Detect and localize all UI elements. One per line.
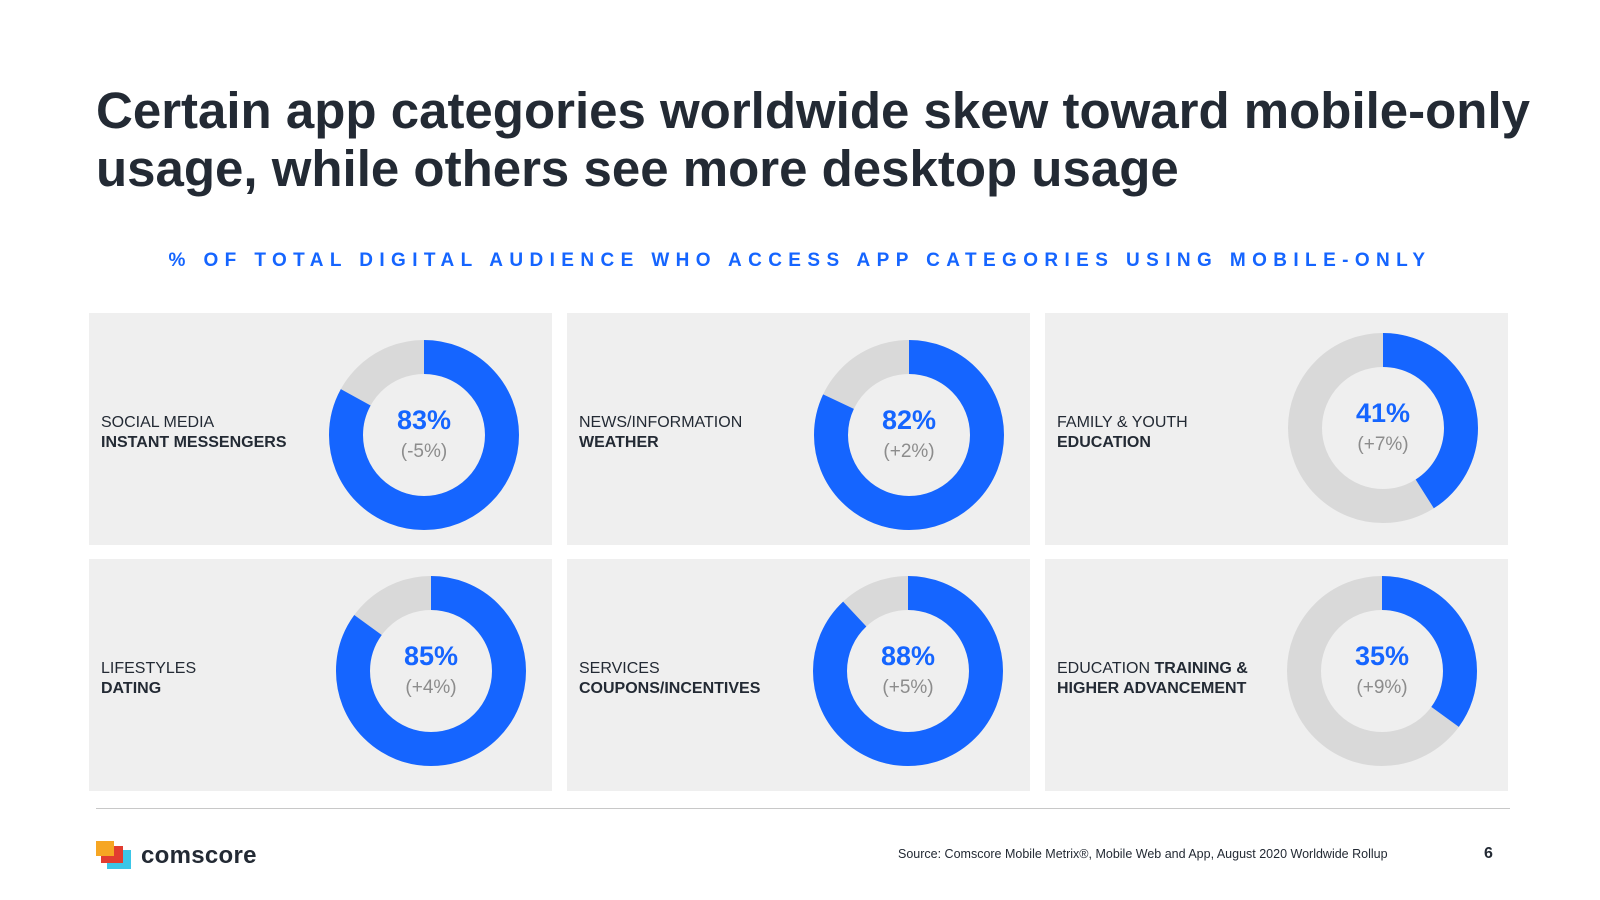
category-label: EDUCATION TRAINING & HIGHER ADVANCEMENT bbox=[1057, 659, 1248, 699]
category-name: EDUCATION bbox=[1057, 660, 1151, 677]
category-card: LIFESTYLES DATING 85% (+4%) bbox=[89, 559, 552, 791]
chart-subtitle: % OF TOTAL DIGITAL AUDIENCE WHO ACCESS A… bbox=[168, 250, 1432, 271]
value-label: 35% bbox=[1354, 641, 1410, 671]
donut-chart bbox=[814, 340, 1004, 530]
category-name: SERVICES bbox=[579, 660, 660, 677]
subcategory-name: COUPONS/INCENTIVES bbox=[579, 680, 761, 697]
category-card: EDUCATION TRAINING & HIGHER ADVANCEMENT 35… bbox=[1045, 559, 1508, 791]
category-label: FAMILY & YOUTH EDUCATION bbox=[1057, 413, 1188, 453]
donut-value-slice bbox=[813, 576, 1003, 766]
category-card: FAMILY & YOUTH EDUCATION 41% (+7%) bbox=[1045, 313, 1508, 545]
donut-value-slice bbox=[1287, 576, 1477, 766]
subcategory-name: TRAINING & bbox=[1154, 660, 1248, 677]
change-label: (-5%) bbox=[400, 441, 448, 462]
page-number: 6 bbox=[1484, 845, 1493, 862]
category-label: SERVICES COUPONS/INCENTIVES bbox=[579, 659, 760, 699]
category-label: NEWS/INFORMATION WEATHER bbox=[579, 413, 742, 453]
donut-value-slice bbox=[814, 340, 1004, 530]
change-label: (+5%) bbox=[882, 677, 934, 698]
value-label: 82% bbox=[881, 405, 937, 435]
category-name: SOCIAL MEDIA bbox=[101, 414, 215, 431]
donut-chart bbox=[329, 340, 519, 530]
subcategory-name: EDUCATION bbox=[1057, 434, 1151, 451]
page-title: Certain app categories worldwide skew to… bbox=[96, 82, 1530, 197]
donut-chart bbox=[813, 576, 1003, 766]
subcategory-name: INSTANT MESSENGERS bbox=[101, 434, 287, 451]
change-label: (+9%) bbox=[1356, 677, 1408, 698]
category-name: FAMILY & YOUTH bbox=[1057, 414, 1188, 431]
value-label: 41% bbox=[1355, 398, 1411, 428]
category-card: SERVICES COUPONS/INCENTIVES 88% (+5%) bbox=[567, 559, 1030, 791]
category-name: LIFESTYLES bbox=[101, 660, 197, 677]
subcategory-name: DATING bbox=[101, 680, 162, 697]
subcategory-name: HIGHER ADVANCEMENT bbox=[1057, 680, 1247, 697]
donut-chart bbox=[1287, 576, 1477, 766]
category-card: SOCIAL MEDIA INSTANT MESSENGERS 83% (-5%) bbox=[89, 313, 552, 545]
donut-value-slice bbox=[336, 576, 526, 766]
donut-chart bbox=[1288, 333, 1478, 523]
change-label: (+2%) bbox=[883, 441, 935, 462]
change-label: (+7%) bbox=[1357, 434, 1409, 455]
donut-chart bbox=[336, 576, 526, 766]
category-label: LIFESTYLES DATING bbox=[101, 659, 196, 699]
footer-divider bbox=[96, 808, 1510, 809]
donut-value-slice bbox=[1288, 333, 1478, 523]
donut-value-slice bbox=[329, 340, 519, 530]
category-card: NEWS/INFORMATION WEATHER 82% (+2%) bbox=[567, 313, 1030, 545]
value-label: 83% bbox=[396, 405, 452, 435]
value-label: 85% bbox=[403, 641, 459, 671]
category-name: NEWS/INFORMATION bbox=[579, 414, 743, 431]
change-label: (+4%) bbox=[405, 677, 457, 698]
brand-name: comscore bbox=[141, 842, 257, 869]
category-label: SOCIAL MEDIA INSTANT MESSENGERS bbox=[101, 413, 287, 453]
subcategory-name: WEATHER bbox=[579, 434, 659, 451]
source-note: Source: Comscore Mobile Metrix®, Mobile … bbox=[898, 847, 1388, 861]
comscore-logo-icon bbox=[96, 841, 131, 869]
value-label: 88% bbox=[880, 641, 936, 671]
